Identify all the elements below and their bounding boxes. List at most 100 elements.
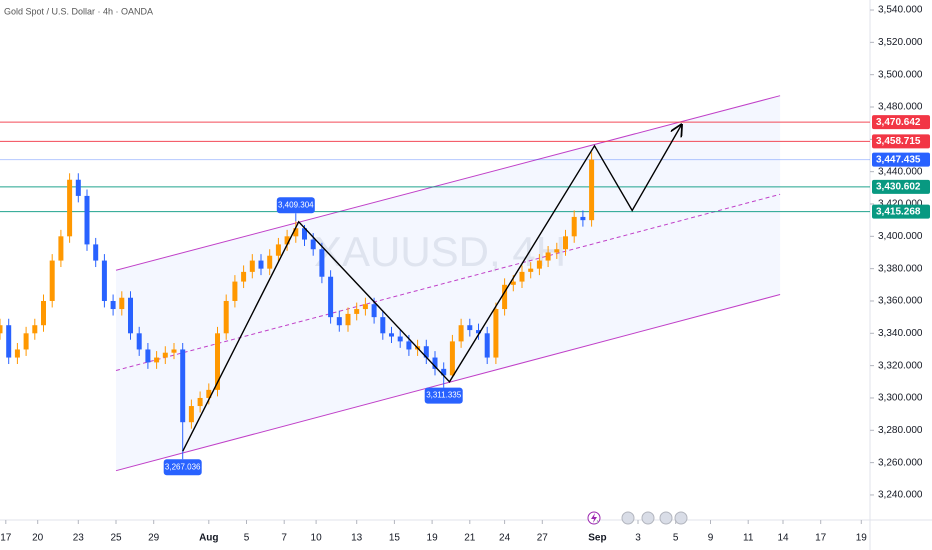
candle-body — [345, 313, 351, 326]
x-tick-label: 21 — [464, 533, 476, 544]
candle-body — [75, 179, 81, 196]
candle-body — [510, 281, 516, 285]
y-tick-label: 3,280.000 — [878, 425, 923, 436]
annotation-label: 3,409.304 — [278, 200, 314, 209]
level-label: 3,415.268 — [876, 206, 921, 217]
x-tick-label: 10 — [311, 533, 323, 544]
candle-body — [41, 300, 46, 326]
y-tick-label: 3,260.000 — [878, 457, 923, 468]
candle-body — [449, 341, 455, 376]
candle-body — [380, 317, 386, 334]
candle-body — [101, 260, 107, 301]
level-label: 3,458.715 — [876, 136, 921, 147]
x-tick-label: 17 — [0, 533, 12, 544]
candle-body — [441, 368, 447, 376]
candle-body — [154, 357, 160, 363]
candle-body — [389, 333, 394, 337]
candle-body — [145, 349, 151, 363]
y-tick-label: 3,440.000 — [878, 166, 923, 177]
level-label-bg — [872, 134, 930, 149]
y-tick-label: 3,520.000 — [878, 37, 923, 48]
y-tick-label: 3,380.000 — [878, 263, 923, 274]
candle-body — [188, 406, 194, 423]
candle-body — [554, 249, 560, 253]
x-tick-label: 15 — [389, 533, 401, 544]
candle-body — [310, 239, 316, 250]
candle-body — [476, 330, 481, 334]
x-tick-label: 29 — [148, 533, 160, 544]
candle-body — [406, 341, 412, 350]
candle-body — [328, 276, 334, 318]
candle-body — [371, 304, 377, 318]
candle-body — [206, 389, 212, 398]
x-tick-label: 13 — [351, 533, 363, 544]
candle-body — [249, 260, 255, 272]
y-tick-label: 3,400.000 — [878, 231, 923, 242]
x-tick-label: 9 — [708, 533, 714, 544]
level-label-bg — [872, 179, 930, 194]
y-tick-label: 3,480.000 — [878, 102, 923, 113]
channel-middle — [115, 193, 781, 371]
candle-body — [528, 268, 534, 272]
y-tick-label: 3,360.000 — [878, 296, 923, 307]
x-tick-label: 27 — [537, 533, 549, 544]
y-tick-label: 3,320.000 — [878, 360, 923, 371]
event-icon[interactable] — [621, 511, 635, 525]
candle-body — [362, 304, 368, 310]
event-icon[interactable] — [674, 511, 688, 525]
candle-body — [232, 281, 238, 301]
channel-fill — [116, 95, 781, 471]
candle-body — [432, 357, 438, 369]
candle-body — [0, 325, 3, 334]
candle-body — [23, 333, 29, 350]
y-tick-label: 3,500.000 — [878, 69, 923, 80]
event-icon[interactable] — [641, 511, 655, 525]
candle-body — [171, 349, 177, 353]
event-icon[interactable] — [659, 511, 673, 525]
candle-body — [397, 336, 403, 342]
candle-body — [241, 271, 247, 282]
candle-body — [467, 325, 473, 331]
candle-body — [110, 300, 116, 310]
annotation-label: 3,267.036 — [165, 462, 201, 471]
candle-body — [580, 216, 586, 221]
x-tick-label: 17 — [815, 533, 827, 544]
channel-lower — [115, 294, 781, 472]
candle-body — [275, 244, 281, 256]
candle-body — [563, 236, 568, 250]
chart-title: Gold Spot / U.S. Dollar · 4h · OANDA — [4, 6, 153, 16]
x-tick-label: 20 — [32, 533, 44, 544]
candle-body — [84, 195, 90, 245]
candle-body — [545, 252, 551, 261]
candle-body — [458, 325, 464, 342]
level-label-bg — [872, 152, 930, 167]
y-tick-label: 3,540.000 — [878, 5, 923, 16]
y-tick-label: 3,420.000 — [878, 199, 923, 210]
candle-body — [180, 349, 186, 423]
channel-upper — [115, 95, 781, 271]
candle-body — [571, 216, 577, 237]
x-tick-label: 5 — [244, 533, 250, 544]
x-tick-label: 19 — [427, 533, 439, 544]
y-tick-label: 3,300.000 — [878, 393, 923, 404]
level-label: 3,447.435 — [876, 154, 921, 165]
candle-body — [223, 300, 229, 334]
x-tick-label: 24 — [499, 533, 511, 544]
y-tick-label: 3,340.000 — [878, 328, 923, 339]
candle-body — [336, 317, 342, 326]
candle-body — [493, 309, 499, 358]
level-label-bg — [872, 204, 930, 219]
y-tick-label: 3,240.000 — [878, 490, 923, 501]
x-tick-label: 14 — [777, 533, 789, 544]
candle-body — [67, 179, 73, 237]
x-tick-label: 11 — [743, 533, 754, 544]
candle-body — [423, 346, 429, 358]
level-label: 3,430.602 — [876, 181, 921, 192]
event-icon-bolt — [591, 513, 597, 523]
candle-body — [284, 236, 290, 245]
event-icons — [587, 511, 688, 525]
candle-body — [302, 228, 307, 240]
candle-body — [197, 397, 203, 407]
